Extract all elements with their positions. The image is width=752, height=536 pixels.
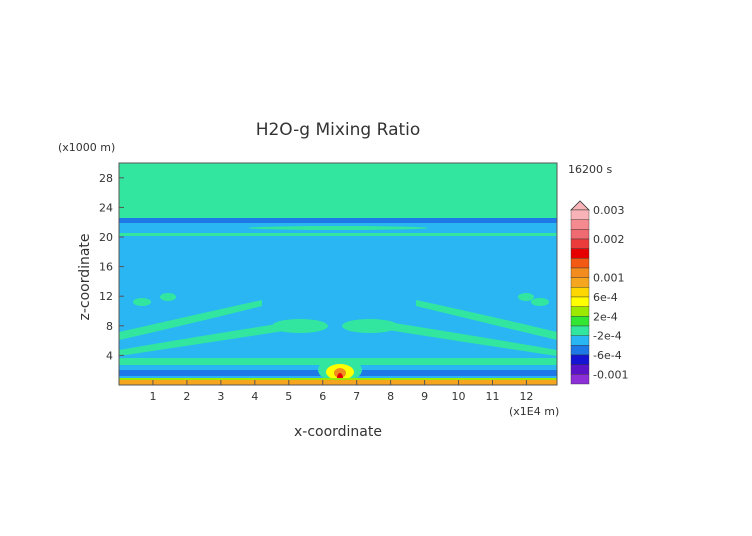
x-tick-label: 9: [421, 390, 428, 403]
contour-band-left-2: [119, 322, 290, 356]
contour-blob: [160, 293, 176, 301]
colorbar-swatch: [570, 354, 590, 365]
colorbar-swatch: [570, 209, 590, 220]
x-tick-label: 11: [485, 390, 499, 403]
chart-title: H2O-g Mixing Ratio: [256, 120, 421, 140]
x-tick-label: 5: [285, 390, 292, 403]
x-tick-label: 8: [387, 390, 394, 403]
colorbar-label: 0.001: [593, 272, 625, 285]
contour-band-20km: [119, 233, 557, 236]
y-tick-label: 28: [99, 172, 113, 185]
y-tick-label: 12: [99, 290, 113, 303]
colorbar-label: 0.003: [593, 204, 625, 217]
colorbar-swatch: [570, 364, 590, 375]
colorbar-swatch: [570, 248, 590, 259]
contour-blob: [342, 319, 398, 333]
contour-band-upper-dark: [119, 218, 557, 223]
colorbar-swatch: [570, 296, 590, 307]
colorbar-swatch: [570, 374, 590, 385]
colorbar-swatch: [570, 229, 590, 240]
colorbar-label: -0.001: [593, 368, 628, 381]
x-tick-label: 3: [217, 390, 224, 403]
plot-area: [118, 162, 558, 386]
colorbar-swatch: [570, 316, 590, 327]
contour-surface-top: [119, 378, 557, 380]
colorbar-swatch: [570, 277, 590, 288]
contour-blob: [518, 293, 534, 301]
contour-band-right-2: [388, 322, 557, 356]
contour-band-left-1: [119, 300, 262, 340]
x-tick-label: 2: [183, 390, 190, 403]
x-tick-label: 7: [353, 390, 360, 403]
x-axis-label: x-coordinate: [294, 424, 382, 440]
colorbar-swatch: [570, 219, 590, 230]
colorbar-label: 6e-4: [593, 291, 618, 304]
colorbar-swatch: [570, 306, 590, 317]
x-tick-label: 10: [452, 390, 466, 403]
contour-surface-layer: [119, 380, 557, 385]
x-unit-label: (x1E4 m): [509, 405, 559, 418]
y-tick-label: 4: [106, 349, 113, 362]
y-unit-label: (x1000 m): [58, 141, 115, 154]
contour-blob: [531, 298, 549, 306]
y-axis-label: z-coordinate: [77, 233, 93, 320]
contour-band-right-1: [416, 300, 557, 340]
colorbar-swatch: [570, 258, 590, 269]
x-tick-label: 6: [319, 390, 326, 403]
colorbar-swatch: [570, 325, 590, 336]
contour-blob: [133, 298, 151, 306]
x-tick-label: 4: [251, 390, 258, 403]
colorbar-label: 0.002: [593, 233, 625, 246]
x-tick-label: 12: [519, 390, 533, 403]
colorbar: 0.003 0.002 0.001 6e-4 2e-4 -2e-4 -6e-4 -0.001: [570, 200, 628, 385]
y-tick-label: 20: [99, 231, 113, 244]
colorbar-swatch: [570, 335, 590, 346]
x-axis: 1 2 3 4 5 6 7 8 9 10 11 12: [149, 380, 533, 403]
time-label: 16200 s: [568, 163, 612, 176]
contour-upper-region: [119, 163, 557, 218]
contour-blob: [272, 319, 328, 333]
colorbar-swatch: [570, 238, 590, 249]
x-tick-label: 1: [149, 390, 156, 403]
plot-frame: [118, 162, 558, 386]
colorbar-label: -2e-4: [593, 330, 622, 343]
y-tick-label: 24: [99, 201, 113, 214]
colorbar-swatch: [570, 345, 590, 356]
y-axis: 4 8 12 16 20 24 28: [99, 172, 124, 362]
y-tick-label: 16: [99, 261, 113, 274]
colorbar-label: 2e-4: [593, 310, 618, 323]
colorbar-swatch: [570, 287, 590, 298]
y-tick-label: 8: [106, 320, 113, 333]
colorbar-extend-arrow: [570, 200, 590, 211]
colorbar-label: -6e-4: [593, 349, 622, 362]
contour-thin-band: [248, 226, 428, 230]
colorbar-swatch: [570, 267, 590, 278]
